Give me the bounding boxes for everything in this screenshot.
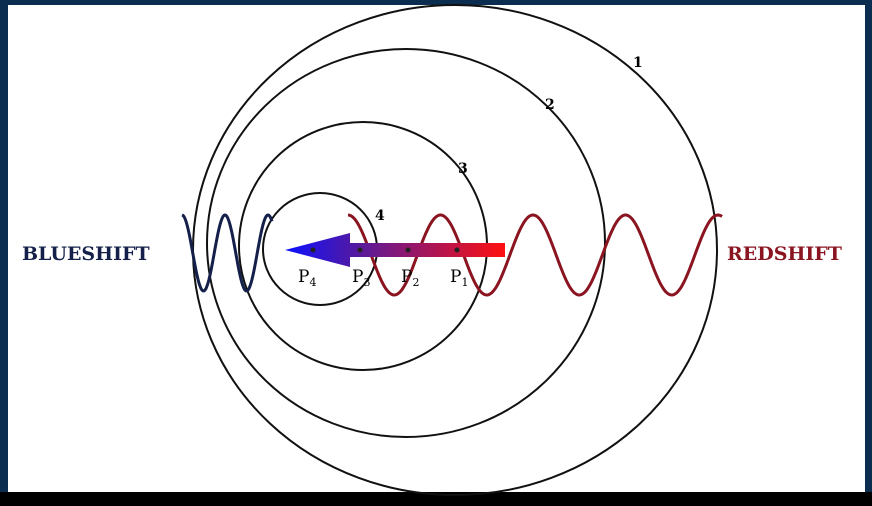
source-point (358, 248, 363, 253)
point-letter: P (298, 267, 309, 287)
point-index: 2 (412, 276, 419, 289)
point-index: 4 (309, 276, 316, 289)
wavefront-label: 1 (633, 55, 643, 71)
blueshift-label: BLUESHIFT (22, 243, 150, 265)
point-letter: P (450, 267, 461, 287)
point-index: 3 (363, 276, 370, 289)
point-letter: P (352, 267, 363, 287)
redshift-label: REDSHIFT (727, 243, 842, 265)
source-point (455, 248, 460, 253)
doppler-diagram: 1 2 3 4 P1 P2 P3 P4 BLUESHIFT REDSHIFT (0, 0, 872, 506)
source-point (406, 248, 411, 253)
wavefront-label: 3 (458, 161, 468, 177)
source-point (311, 248, 316, 253)
wavefront-label: 4 (375, 208, 385, 224)
wavefront-label: 2 (545, 97, 555, 113)
point-index: 1 (461, 276, 468, 289)
point-letter: P (401, 267, 412, 287)
